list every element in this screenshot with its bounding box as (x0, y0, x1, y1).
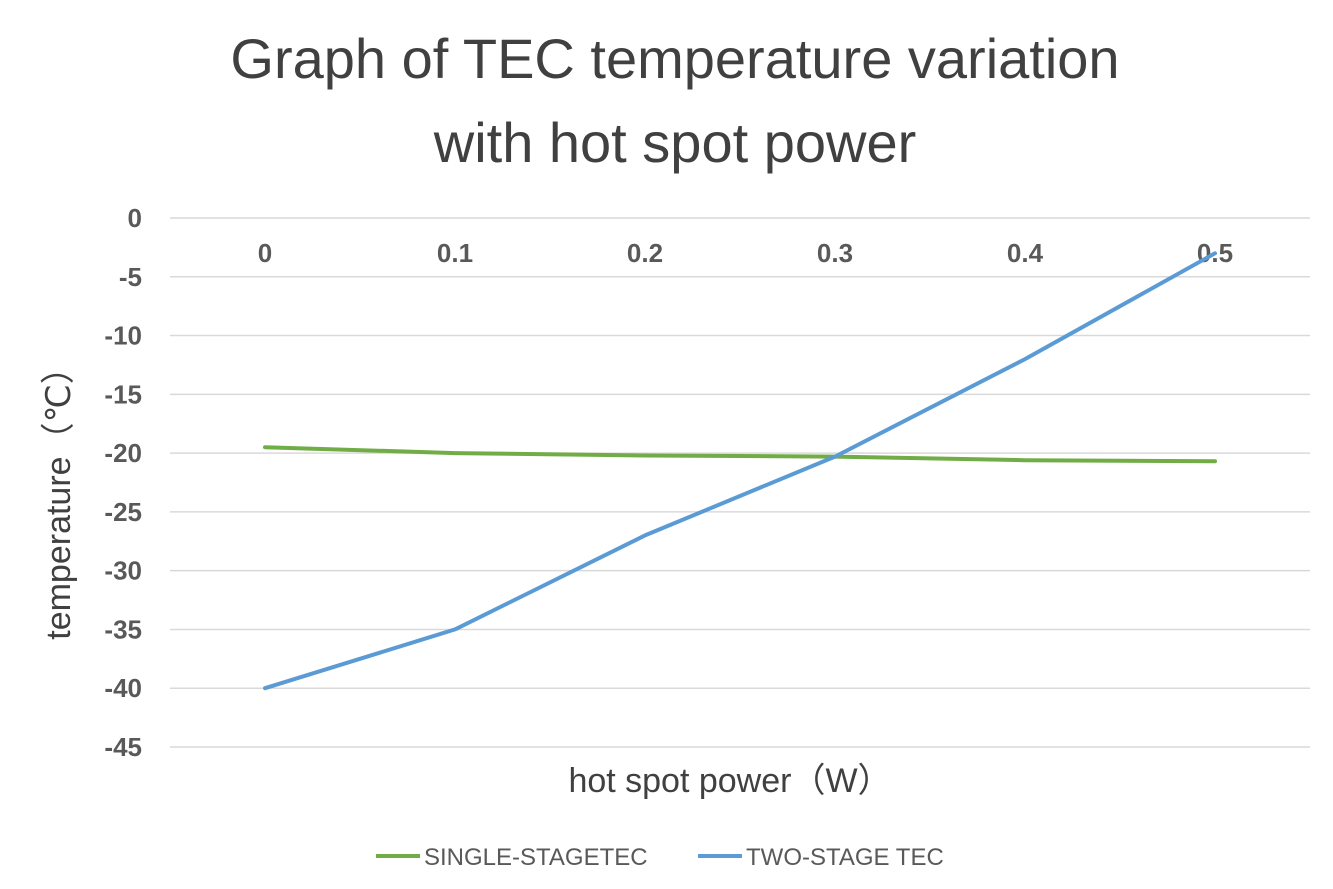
legend: SINGLE-STAGETEC TWO-STAGE TEC (376, 844, 944, 871)
y-tick-label: -10 (104, 321, 142, 351)
x-tick-label: 0 (258, 238, 272, 268)
legend-item: TWO-STAGE TEC (698, 844, 944, 871)
y-tick-label: -35 (104, 614, 142, 644)
y-tick-label: -45 (104, 732, 142, 762)
chart-title-line-2: with hot spot power (433, 111, 916, 174)
gridlines (170, 217, 1310, 748)
chart-title-line-1: Graph of TEC temperature variation (230, 27, 1119, 90)
series-lines (263, 251, 1217, 691)
y-axis-tick-labels: 0 -5 -10 -15 -20 -25 -30 -35 -40 -45 (104, 203, 142, 762)
legend-label: SINGLE-STAGETEC (424, 844, 648, 871)
y-axis-title: temperature（℃） (40, 350, 78, 640)
x-tick-label: 0.4 (1007, 238, 1044, 268)
series-line-1 (263, 445, 1217, 464)
y-tick-label: -5 (119, 262, 142, 292)
x-tick-label: 0.1 (437, 238, 473, 268)
y-tick-label: -30 (104, 556, 142, 586)
legend-label: TWO-STAGE TEC (746, 844, 944, 871)
series-line-2 (263, 251, 1217, 691)
y-tick-label: -20 (104, 438, 142, 468)
y-tick-label: -40 (104, 673, 142, 703)
x-axis-tick-labels: 0 0.1 0.2 0.3 0.4 0.5 (258, 238, 1233, 268)
chart-title: Graph of TEC temperature variation with … (230, 27, 1119, 174)
x-tick-label: 0.3 (817, 238, 853, 268)
y-tick-label: -25 (104, 497, 142, 527)
y-tick-label: -15 (104, 379, 142, 409)
y-tick-label: 0 (128, 203, 142, 233)
x-axis-title: hot spot power（W） (568, 762, 891, 800)
legend-item: SINGLE-STAGETEC (376, 844, 648, 871)
x-tick-label: 0.2 (627, 238, 663, 268)
